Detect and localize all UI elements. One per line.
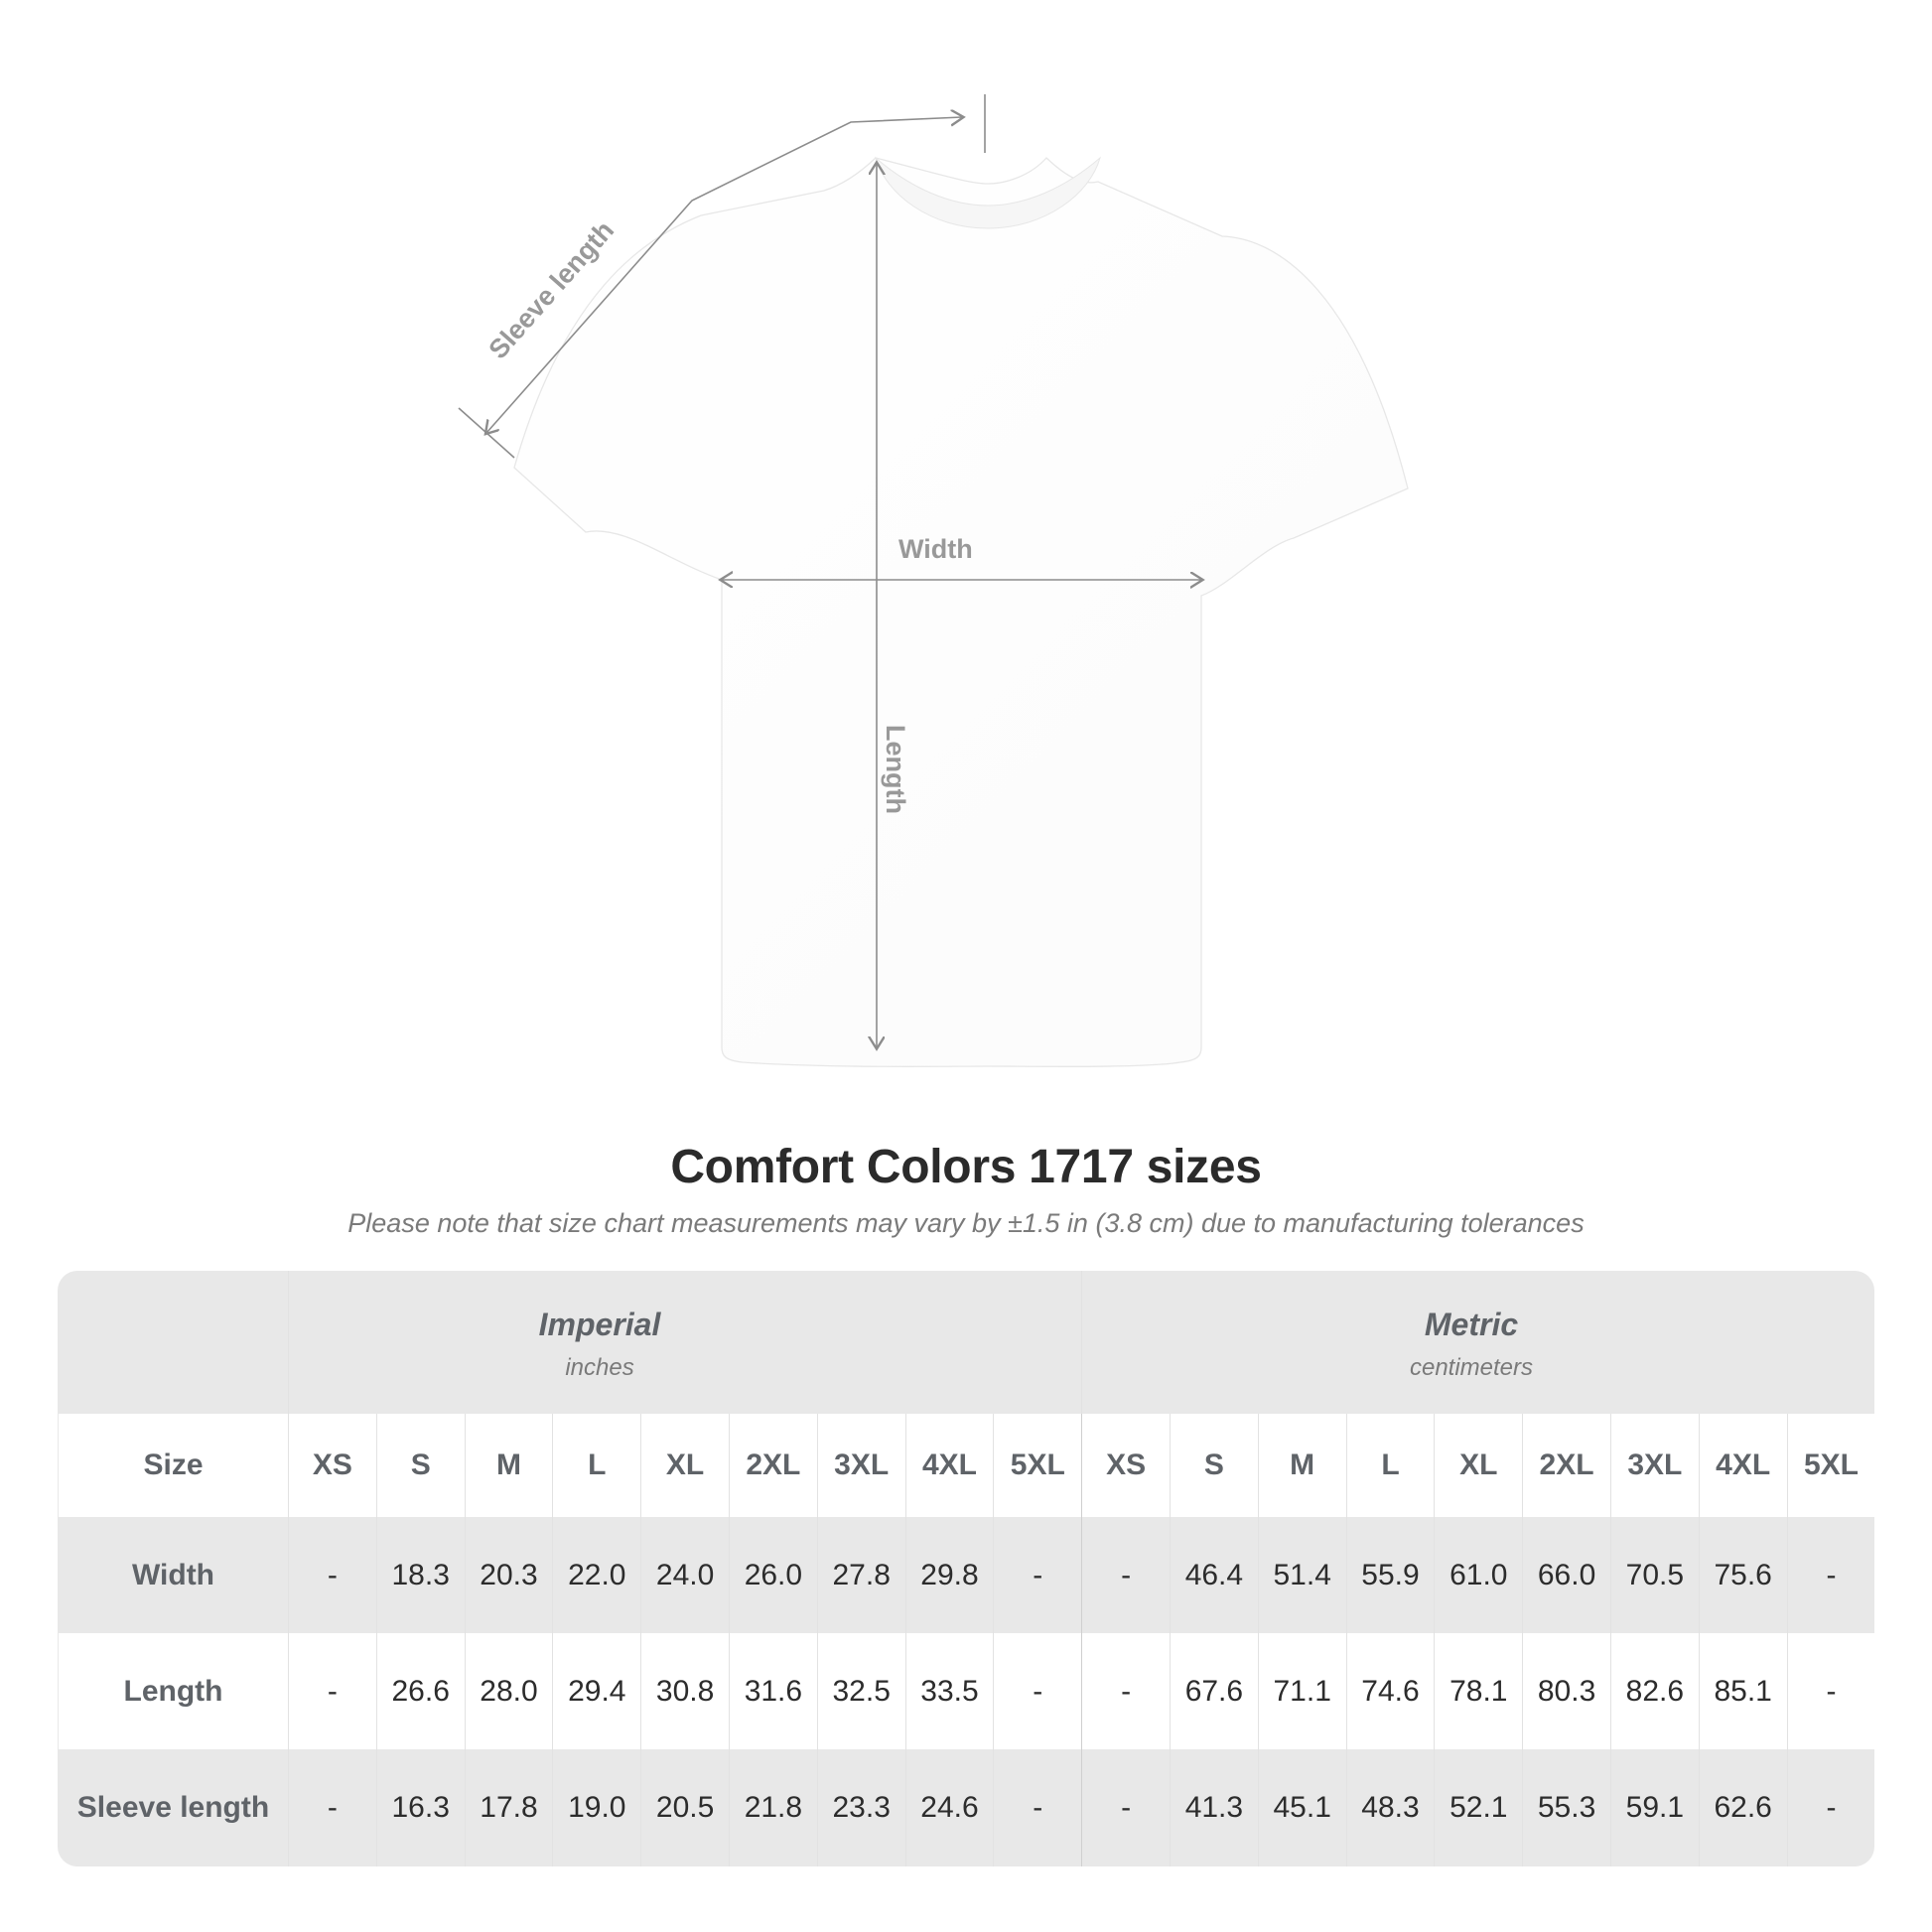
- svg-text:Length: Length: [881, 725, 910, 814]
- svg-text:Sleeve length: Sleeve length: [483, 215, 620, 364]
- svg-text:Width: Width: [898, 534, 973, 564]
